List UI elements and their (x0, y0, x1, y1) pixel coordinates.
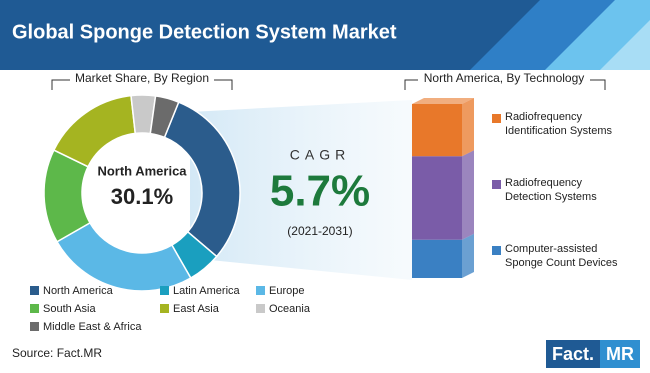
bar-top (412, 98, 474, 104)
bar-segment (412, 239, 462, 278)
donut-segment (52, 94, 137, 168)
logo-box (546, 340, 600, 368)
legend-swatch (492, 246, 501, 255)
legend-swatch (256, 304, 265, 313)
legend-swatch (256, 286, 265, 295)
cagr-value: 5.7% (270, 167, 370, 216)
legend-swatch (160, 304, 169, 313)
projection (190, 100, 412, 280)
legend-label: Radiofrequency Identification Systems (505, 111, 612, 137)
bar-side (462, 98, 474, 157)
donut-segment (149, 95, 180, 139)
legend-swatch (30, 286, 39, 295)
center-label: North America (97, 163, 187, 178)
bar-side (462, 150, 474, 240)
legend-label: Oceania (269, 303, 311, 315)
bar-subtitle: North America, By Technology (424, 71, 585, 85)
bar-side (462, 233, 474, 278)
legend-label: Latin America (173, 285, 241, 297)
header-stripe (600, 20, 650, 70)
legend-swatch (492, 114, 501, 123)
legend-label: Middle East & Africa (43, 321, 142, 333)
cagr-period: (2021-2031) (287, 224, 352, 238)
bar-segment (412, 104, 462, 157)
legend-label: East Asia (173, 303, 220, 315)
donut-segment (55, 221, 192, 292)
legend-swatch (160, 286, 169, 295)
cagr-label: CAGR (290, 147, 350, 163)
donut-segment (163, 101, 241, 258)
subtitle-bg (70, 71, 214, 87)
logo-box (600, 340, 640, 368)
legend-label: North America (43, 285, 114, 297)
legend-label: South Asia (43, 303, 96, 315)
legend-swatch (492, 180, 501, 189)
subtitle-bg (418, 71, 590, 87)
legend-swatch (30, 304, 39, 313)
legend-label: Europe (269, 285, 304, 297)
center-value: 30.1% (111, 184, 173, 209)
pie-subtitle: Market Share, By Region (75, 71, 209, 85)
source: Source: Fact.MR (12, 346, 102, 360)
logo-text: Fact. (552, 344, 594, 364)
legend-label: Computer-assisted Sponge Count Devices (505, 243, 618, 269)
legend-label: Radiofrequency Detection Systems (505, 177, 597, 203)
logo-text: MR (606, 344, 634, 364)
title: Global Sponge Detection System Market (12, 21, 397, 43)
legend-swatch (30, 322, 39, 331)
bar-segment (412, 156, 462, 240)
